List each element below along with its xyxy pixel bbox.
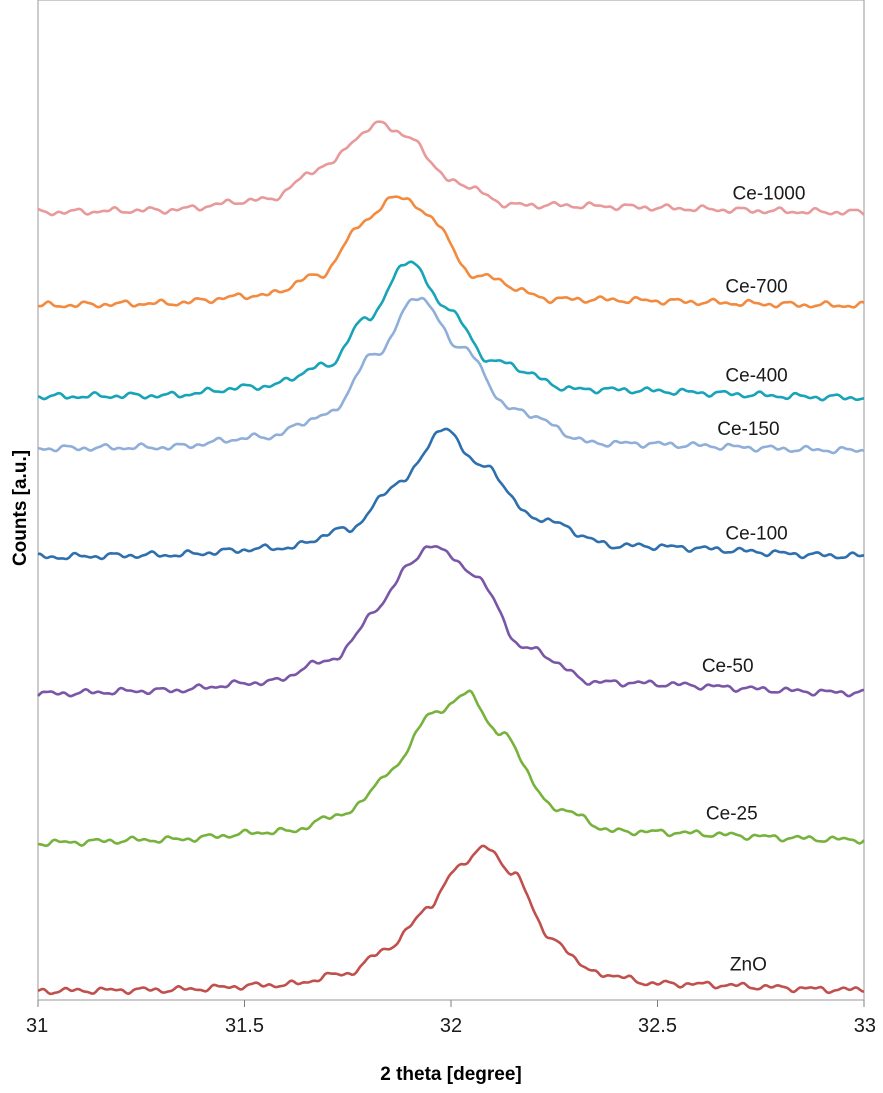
- series-label-ce-1000: Ce-1000: [733, 184, 806, 205]
- series-label-ce-50: Ce-50: [702, 656, 754, 677]
- x-axis-ticks: 31 31.5 32 32.5 33: [26, 1000, 876, 1037]
- series-label-ce-700: Ce-700: [725, 276, 787, 297]
- x-tick-label: 32: [440, 1015, 462, 1037]
- x-tick-label: 31.5: [225, 1015, 264, 1037]
- x-tick-label: 32.5: [638, 1015, 677, 1037]
- series-label-ce-100: Ce-100: [725, 523, 787, 544]
- series-line-ce-400: [37, 260, 865, 402]
- series-line-ce-700: [37, 195, 865, 309]
- series-layer: ZnO Ce-25 Ce-50 Ce-100 Ce-150 Ce-400 Ce-700 Ce-…: [37, 120, 865, 996]
- series-line-ce-25: [37, 689, 865, 848]
- series-line-ce-150: [37, 296, 865, 455]
- x-tick-label: 33: [854, 1015, 876, 1037]
- y-axis-title: Counts [a.u.]: [10, 450, 31, 566]
- series-line-ce-50: [37, 545, 865, 698]
- series-label-ce-400: Ce-400: [725, 366, 787, 387]
- series-label-ce-25: Ce-25: [706, 804, 758, 825]
- series-line-ce-100: [37, 427, 865, 561]
- x-tick-label: 31: [26, 1015, 48, 1037]
- series-line-ce-1000: [37, 120, 865, 217]
- series-line-zno: [37, 844, 865, 996]
- x-axis-title: 2 theta [degree]: [380, 1064, 521, 1085]
- series-label-zno: ZnO: [730, 955, 767, 976]
- series-label-ce-150: Ce-150: [717, 419, 779, 440]
- plot-area: [37, 0, 865, 1001]
